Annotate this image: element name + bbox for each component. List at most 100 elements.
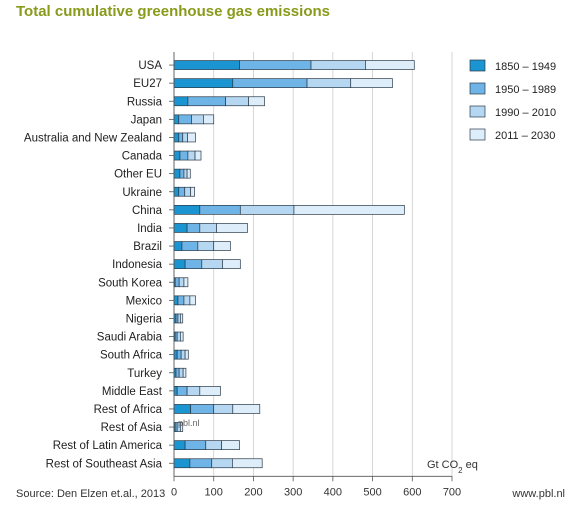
category-label: Rest of Africa — [94, 404, 163, 416]
category-label: Other EU — [114, 169, 162, 181]
bar-segment — [173, 223, 188, 233]
bar-segment — [179, 168, 185, 179]
category-label: EU27 — [133, 78, 162, 90]
bar-segment — [173, 295, 179, 306]
bar-segment — [190, 404, 215, 414]
bar-segment — [191, 114, 204, 125]
bar-segment — [350, 78, 393, 89]
bar-segment — [248, 96, 265, 107]
category-label: Nigeria — [126, 313, 163, 325]
legend-label: 1850 – 1949 — [495, 61, 556, 73]
source-note: Source: Den Elzen et.al., 2013 — [16, 488, 166, 500]
bar-segment — [187, 150, 196, 161]
bar-segment — [174, 277, 180, 288]
category-label: Middle East — [102, 386, 163, 398]
category-label: USA — [138, 60, 162, 72]
bar-segment — [173, 60, 240, 70]
bar-segment — [182, 132, 188, 143]
bar-segment — [178, 186, 186, 197]
bar-segment — [310, 60, 366, 70]
x-axis: 0 100 200 300 400 500 600 700 — [171, 52, 461, 498]
bar-segment — [239, 205, 295, 215]
bar-segment — [173, 78, 234, 89]
bar-segment — [180, 349, 186, 360]
bar-segment — [180, 313, 184, 324]
bar-segment — [173, 96, 189, 107]
bar-segment — [184, 349, 189, 360]
legend-swatch — [469, 82, 486, 95]
bar-segment — [180, 331, 184, 342]
bar-segment — [186, 223, 201, 233]
x-tick-label: 0 — [171, 486, 177, 498]
x-tick-label: 200 — [244, 486, 262, 498]
x-tick-label: 100 — [205, 486, 223, 498]
bar-segment — [184, 259, 203, 269]
bar-segment — [216, 223, 248, 233]
category-label: Saudi Arabia — [97, 332, 163, 344]
bar-segment — [197, 241, 215, 251]
bar-segment — [177, 313, 181, 324]
bar-segment — [173, 186, 180, 197]
x-tick-label: 700 — [443, 486, 461, 498]
bar-segment — [173, 205, 201, 215]
bar-segment — [225, 96, 250, 107]
bar-segment — [232, 78, 308, 89]
category-label: Australia and New Zealand — [24, 132, 162, 144]
category-label: Rest of Latin America — [53, 440, 163, 452]
bar-segment — [173, 440, 186, 450]
bar-segment — [187, 96, 226, 107]
bar-segment — [184, 440, 207, 450]
bar-segment — [180, 422, 184, 432]
bar-segment — [178, 277, 185, 288]
bar-segment — [173, 404, 192, 414]
bar-segment — [203, 114, 215, 125]
x-tick-label: 300 — [284, 486, 302, 498]
bar-segment — [186, 386, 201, 396]
bar-segment — [173, 114, 180, 125]
bar-segment — [221, 440, 240, 450]
legend-swatch — [469, 59, 486, 72]
bar-segment — [199, 223, 217, 233]
bar-segment — [365, 60, 415, 70]
category-labels: USA EU27 Russia Japan Australia and New Zeal… — [24, 60, 174, 470]
category-label: Indonesia — [112, 259, 162, 271]
legend-label: 2011 – 2030 — [495, 130, 555, 142]
bar-segment — [211, 458, 233, 469]
bar-segment — [184, 186, 192, 197]
bar-segment — [182, 367, 187, 378]
bar-segment — [213, 404, 234, 414]
bar-segment — [175, 367, 180, 378]
category-label: Ukraine — [122, 187, 162, 199]
chart-title: Total cumulative greenhouse gas emission… — [16, 3, 330, 20]
bar-segment — [179, 150, 189, 161]
x-tick-label: 600 — [403, 486, 421, 498]
category-label: Turkey — [127, 368, 162, 380]
bar-segment — [205, 440, 223, 450]
category-label: Russia — [127, 96, 163, 108]
bar-segment — [222, 259, 241, 269]
bar-segment — [239, 60, 312, 70]
bar-segment — [173, 386, 178, 396]
category-label: Rest of Southeast Asia — [46, 458, 163, 470]
bar-segment — [190, 186, 196, 197]
category-label: Rest of Asia — [101, 422, 163, 434]
category-label: South Korea — [98, 277, 163, 289]
bar-segment — [201, 259, 223, 269]
bar-segment — [187, 132, 196, 143]
legend-swatch — [469, 105, 486, 118]
x-axis-label: Gt CO2 eq — [427, 459, 478, 475]
bar-segment — [178, 132, 184, 143]
category-label: Japan — [131, 114, 162, 126]
bar-segment — [199, 205, 241, 215]
bar-segment — [232, 404, 261, 414]
bar-segment — [173, 241, 183, 251]
bar-segment — [189, 458, 213, 469]
bar-segment — [183, 295, 191, 306]
bar-segment — [194, 150, 202, 161]
bar-segment — [178, 114, 192, 125]
bar-segment — [181, 241, 199, 251]
category-label: Canada — [122, 151, 163, 163]
bar-segment — [232, 458, 263, 469]
bar-segment — [177, 295, 185, 306]
